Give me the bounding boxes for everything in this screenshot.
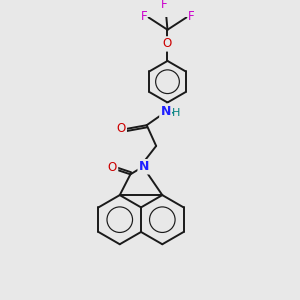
Text: N: N [139,160,149,173]
Text: O: O [117,122,126,136]
Text: F: F [141,10,147,23]
Text: O: O [108,161,117,174]
Text: N: N [160,104,171,118]
Text: F: F [161,0,168,11]
Text: O: O [163,38,172,50]
Text: F: F [188,10,194,23]
Text: H: H [172,108,180,118]
